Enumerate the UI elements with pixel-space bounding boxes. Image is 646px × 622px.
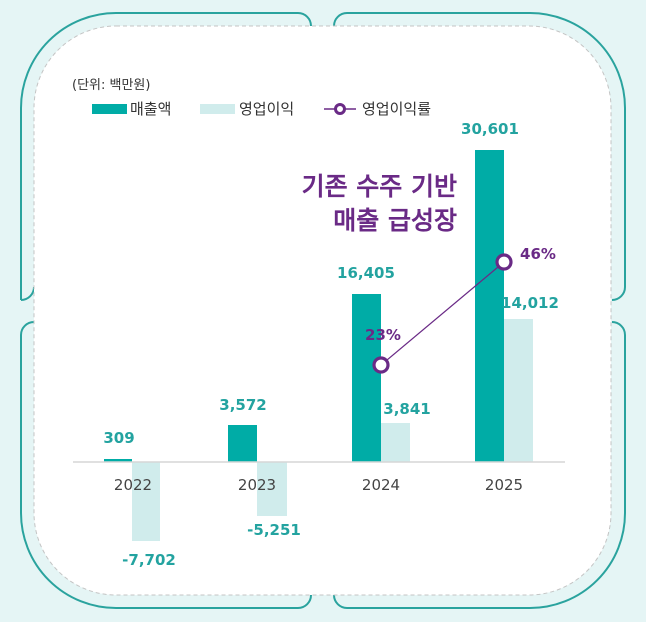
operating-profit-value-2023: -5,251 (247, 521, 301, 539)
bar-operating-profit-2022 (132, 462, 160, 541)
margin-value-2024: 23% (365, 326, 401, 344)
bar-operating-profit-2023 (257, 462, 287, 516)
bar-revenue-2022 (104, 459, 132, 462)
x-label-2024: 2024 (362, 476, 400, 494)
headline-line-1: 기존 수주 기반 (302, 172, 457, 201)
margin-marker-2025 (495, 253, 513, 271)
operating-profit-swatch (200, 104, 235, 114)
bar-revenue-2025 (475, 150, 504, 462)
chart-card (33, 25, 612, 596)
revenue-value-labels: 309 3,572 16,405 30,601 (103, 120, 519, 447)
legend-label-operating-profit: 영업이익 (239, 100, 294, 118)
headline-line-2: 매출 급성장 (333, 206, 457, 235)
x-axis-labels: 2022 2023 2024 2025 (114, 476, 523, 494)
margin-value-2025: 46% (520, 245, 556, 263)
revenue-value-2022: 309 (103, 429, 134, 447)
operating-profit-value-2022: -7,702 (122, 551, 176, 569)
margin-marker-icon (334, 103, 346, 115)
legend-item-revenue: 매출액 (92, 100, 171, 118)
revenue-swatch (92, 104, 127, 114)
legend-item-margin: 영업이익률 (324, 100, 431, 118)
revenue-value-2025: 30,601 (461, 120, 519, 138)
series-margin: 23% 46% (365, 245, 556, 374)
operating-profit-value-2024: 3,841 (383, 400, 430, 418)
legend-label-revenue: 매출액 (130, 100, 171, 118)
x-label-2022: 2022 (114, 476, 152, 494)
unit-label: (단위: 백만원) (72, 78, 150, 93)
bar-operating-profit-2025 (504, 319, 533, 462)
revenue-value-2023: 3,572 (219, 396, 266, 414)
x-label-2023: 2023 (238, 476, 276, 494)
x-label-2025: 2025 (485, 476, 523, 494)
bar-operating-profit-2024 (381, 423, 410, 462)
revenue-value-2024: 16,405 (337, 264, 395, 282)
operating-profit-value-labels: -7,702 -5,251 3,841 14,012 (122, 294, 559, 569)
operating-profit-value-2025: 14,012 (501, 294, 559, 312)
bar-revenue-2024 (352, 294, 381, 462)
series-revenue (104, 150, 504, 462)
series-operating-profit (132, 319, 533, 541)
bar-revenue-2023 (228, 425, 257, 462)
legend: 매출액 영업이익 영업이익률 (92, 100, 431, 118)
margin-line (380, 261, 505, 366)
legend-item-operating-profit: 영업이익 (200, 100, 294, 118)
legend-label-margin: 영업이익률 (362, 100, 431, 118)
margin-marker-2024 (372, 356, 390, 374)
